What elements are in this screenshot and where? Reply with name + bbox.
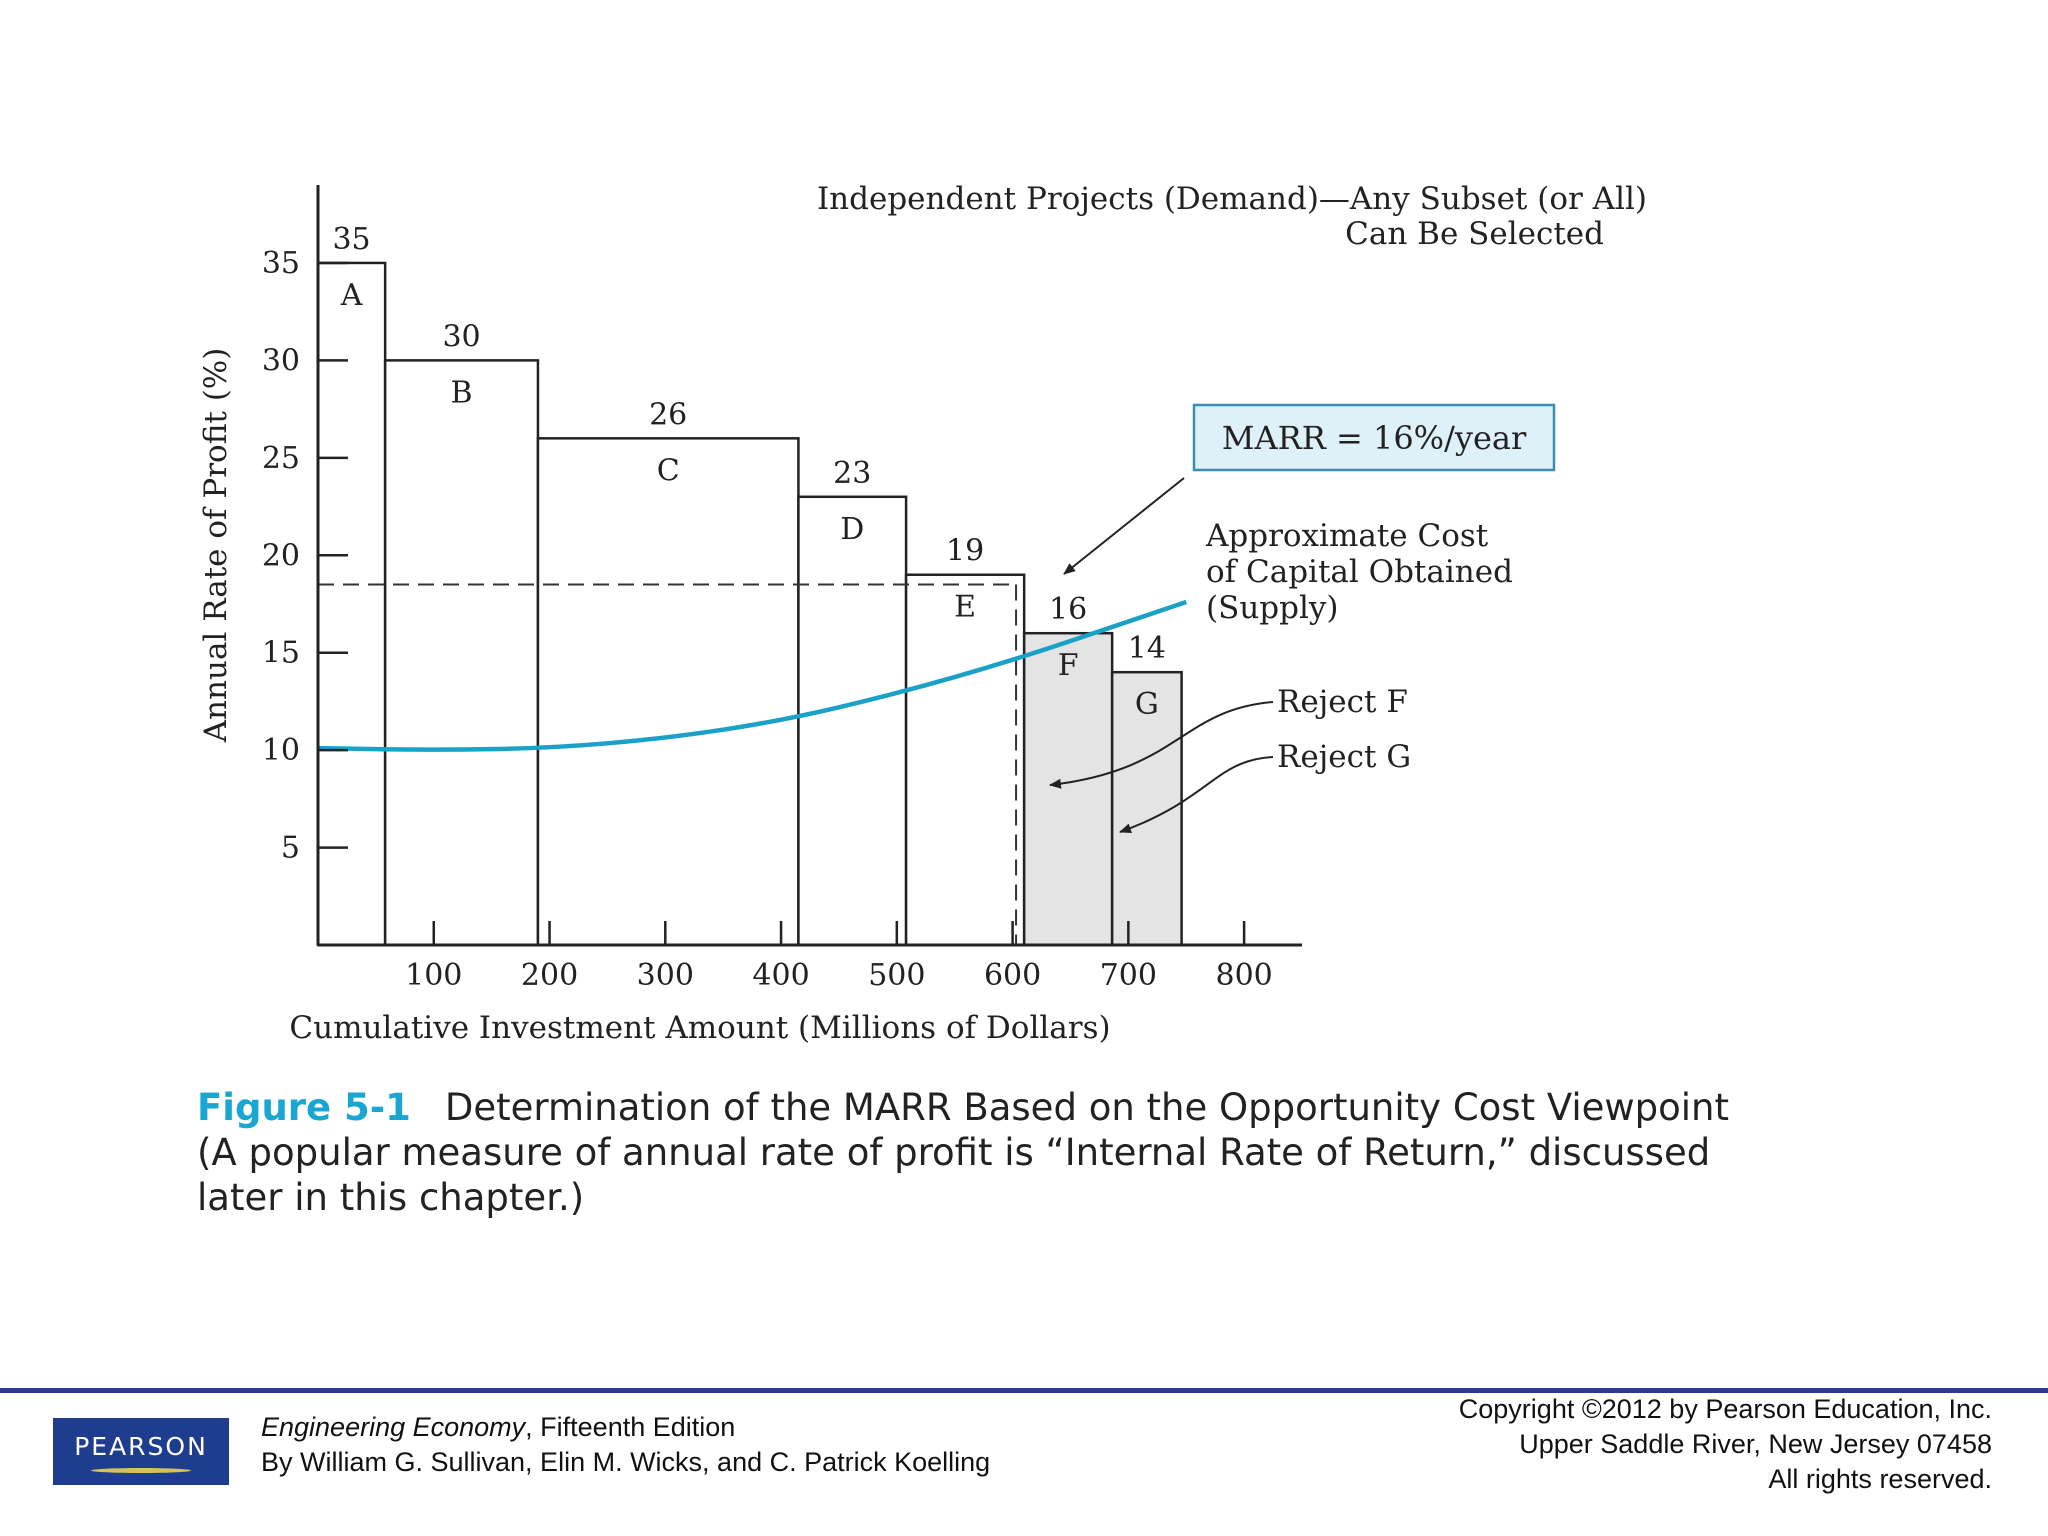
bar-value-d: 23 — [833, 456, 871, 491]
chart: 35 A 30 B 26 C 23 D 19 E 16 F 14 G 5 10 15 20 25 30 35 100 200… — [198, 181, 1647, 1046]
y-tick-label-35: 35 — [262, 246, 300, 281]
figure-label: Figure 5-1 — [197, 1086, 411, 1129]
bar-value-g: 14 — [1128, 631, 1166, 666]
x-tick-label-200: 200 — [521, 958, 578, 993]
bar-project-c — [536, 437, 800, 947]
chart-title-line-1: Independent Projects (Demand)—Any Subset… — [817, 181, 1647, 217]
bar-label-g: G — [1135, 687, 1159, 722]
caption-line-2: (A popular measure of annual rate of pro… — [197, 1131, 1711, 1174]
y-tick-label-5: 5 — [281, 831, 300, 866]
y-tick-label-20: 20 — [262, 538, 300, 573]
bar-value-b: 30 — [442, 319, 480, 354]
reject-g-label: Reject G — [1277, 739, 1411, 775]
x-axis-label: Cumulative Investment Amount (Millions o… — [289, 1010, 1110, 1046]
copyright-notice: Copyright ©2012 by Pearson Education, In… — [1459, 1392, 1992, 1497]
reject-f-arrow — [1049, 701, 1274, 789]
bar-label-b: B — [451, 375, 473, 410]
supply-curve — [317, 599, 1187, 752]
bar-label-e: E — [954, 590, 976, 625]
book-title: Engineering Economy — [261, 1412, 526, 1442]
y-tick-label-15: 15 — [262, 636, 300, 671]
y-tick-label-30: 30 — [262, 343, 300, 378]
bar-project-b — [383, 359, 540, 947]
bar-value-c: 26 — [649, 397, 687, 432]
y-axis-label: Annual Rate of Profit (%) — [198, 348, 234, 744]
x-tick-label-300: 300 — [637, 958, 694, 993]
x-tick-label-500: 500 — [868, 958, 925, 993]
caption-line-3: later in this chapter.) — [197, 1176, 585, 1219]
logo-text: PEARSON — [74, 1432, 208, 1461]
y-tick-label-25: 25 — [262, 441, 300, 476]
marr-label: MARR = 16%/year — [1222, 419, 1527, 457]
bar-project-a — [316, 261, 387, 947]
marr-box — [1192, 403, 1556, 472]
bar-value-a: 35 — [332, 222, 370, 257]
copyright-line-2: Upper Saddle River, New Jersey 07458 — [1519, 1429, 1992, 1459]
x-tick-label-700: 700 — [1100, 958, 1157, 993]
bar-label-a: A — [340, 278, 363, 313]
copyright-line-3: All rights reserved. — [1768, 1464, 1992, 1494]
bar-label-c: C — [657, 453, 680, 488]
marr-arrow — [1063, 477, 1185, 575]
figure-caption: Figure 5-1 Determination of the MARR Base… — [197, 1085, 1897, 1220]
book-edition: , Fifteenth Edition — [525, 1412, 736, 1442]
bar-label-d: D — [840, 512, 864, 547]
supply-label-line-2: of Capital Obtained — [1206, 554, 1513, 590]
copyright-line-1: Copyright ©2012 by Pearson Education, In… — [1458, 1394, 1992, 1424]
bar-value-e: 19 — [946, 534, 984, 569]
logo-swoosh — [91, 1468, 191, 1473]
x-tick-label-100: 100 — [405, 958, 462, 993]
footer-divider — [0, 1388, 2048, 1393]
bar-value-f: 16 — [1049, 592, 1087, 627]
x-tick-label-800: 800 — [1215, 958, 1272, 993]
x-tick-label-600: 600 — [984, 958, 1041, 993]
caption-line-1: Determination of the MARR Based on the O… — [444, 1086, 1730, 1129]
chart-title-line-2: Can Be Selected — [1345, 216, 1604, 252]
reject-g-arrow — [1119, 756, 1274, 834]
reject-f-label: Reject F — [1277, 684, 1408, 720]
bar-project-d — [797, 495, 908, 947]
y-tick-label-10: 10 — [262, 733, 300, 768]
supply-label-line-3: (Supply) — [1206, 590, 1339, 626]
book-authors: By William G. Sullivan, Elin M. Wicks, a… — [261, 1447, 991, 1477]
pearson-logo: PEARSON — [53, 1418, 229, 1485]
supply-label-line-1: Approximate Cost — [1205, 518, 1489, 554]
x-tick-label-400: 400 — [752, 958, 809, 993]
bar-project-e — [904, 573, 1026, 947]
bar-project-f — [1022, 631, 1114, 947]
book-info: Engineering Economy, Fifteenth Edition B… — [261, 1410, 990, 1480]
bar-label-f: F — [1058, 648, 1079, 683]
